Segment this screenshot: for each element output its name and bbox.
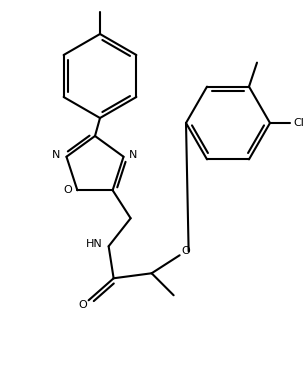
Text: Cl: Cl — [293, 118, 304, 128]
Text: N: N — [129, 150, 138, 160]
Text: N: N — [52, 150, 61, 160]
Text: O: O — [63, 185, 72, 195]
Text: O: O — [181, 246, 190, 256]
Text: HN: HN — [86, 239, 103, 249]
Text: O: O — [78, 300, 87, 310]
